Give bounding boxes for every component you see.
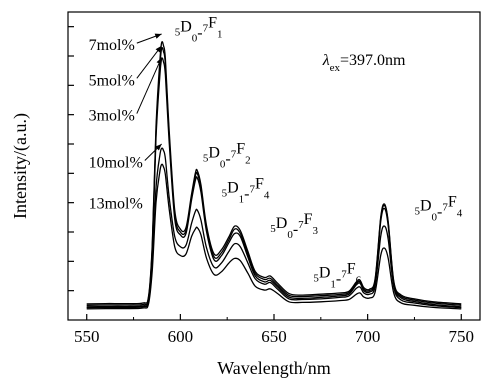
transition-label-5: 5D1-7F6 <box>313 261 361 291</box>
y-ticks <box>68 26 74 292</box>
x-tick-label-650: 650 <box>261 327 287 346</box>
concentration-label-3: 3mol% <box>89 108 135 125</box>
transition-label-1: 5D0-7F1 <box>175 14 223 44</box>
transition-label-3: 5D1-7F4 <box>222 176 270 206</box>
concentration-label-5: 13mol% <box>89 196 143 213</box>
concentration-arrowhead-1 <box>154 33 162 39</box>
transition-label-2: 5D0-7F2 <box>203 140 251 170</box>
transition-label-6: 5D0-7F4 <box>414 193 462 223</box>
concentration-label-2: 5mol% <box>89 72 135 89</box>
series-line-5 <box>86 163 462 310</box>
concentration-arrow-3 <box>136 57 163 114</box>
lambda-value: =397.0nm <box>340 52 406 69</box>
x-tick-label-600: 600 <box>168 327 194 346</box>
concentration-label-4: 10mol% <box>89 154 143 171</box>
transition-label-4: 5D0-7F3 <box>270 211 318 241</box>
concentration-arrowhead-4 <box>155 144 162 151</box>
x-tick-label-700: 700 <box>355 327 381 346</box>
series-line-1 <box>86 41 462 305</box>
excitation-wavelength-label: λex=397.0nm <box>322 52 406 74</box>
x-tick-label-750: 750 <box>449 327 475 346</box>
series-line-3 <box>86 57 462 308</box>
lambda-subscript: ex <box>330 62 341 74</box>
concentration-arrow-2 <box>136 45 163 79</box>
x-tick-label-550: 550 <box>74 327 100 346</box>
series-line-4 <box>86 147 462 309</box>
concentration-arrowhead-2 <box>155 45 162 53</box>
x-ticks: 550 600 650 700 750 <box>74 314 474 346</box>
series-line-2 <box>86 46 462 306</box>
y-axis-title: Intensity/(a.u.) <box>10 113 31 219</box>
concentration-label-1: 7mol% <box>89 37 135 54</box>
series-lines <box>86 41 462 310</box>
x-axis-title: Wavelength/nm <box>217 358 331 378</box>
concentration-labels: 7mol% 5mol% 3mol% 10mol% 13mol% <box>89 33 163 213</box>
lambda-symbol: λ <box>322 52 330 69</box>
concentration-arrowhead-3 <box>156 57 162 65</box>
